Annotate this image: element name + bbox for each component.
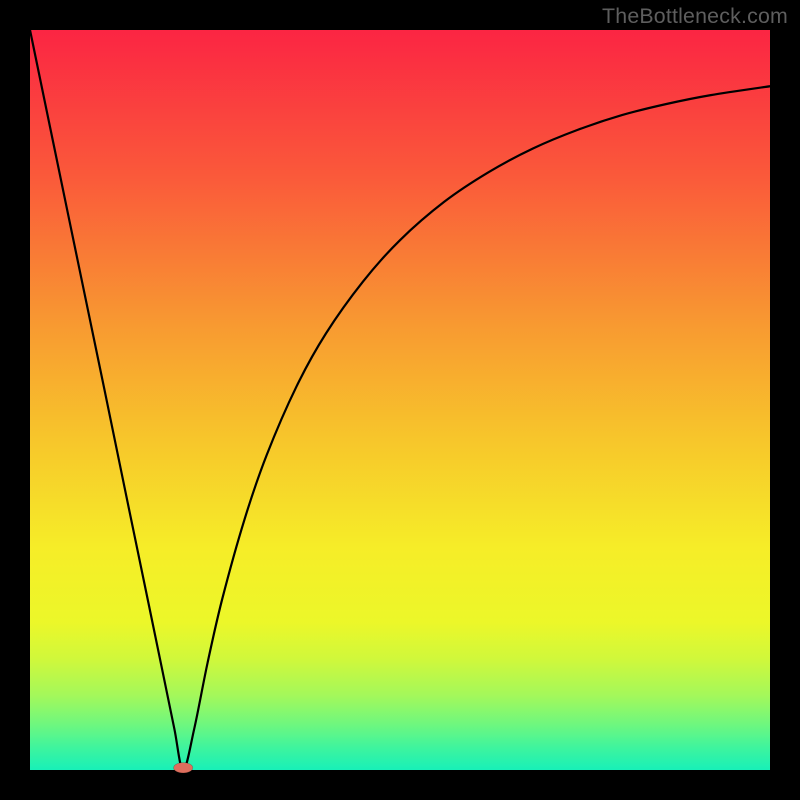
chart-container: TheBottleneck.com <box>0 0 800 800</box>
watermark-text: TheBottleneck.com <box>602 4 788 29</box>
plot-background <box>30 30 770 770</box>
optimum-marker <box>174 763 193 773</box>
bottleneck-chart <box>0 0 800 800</box>
